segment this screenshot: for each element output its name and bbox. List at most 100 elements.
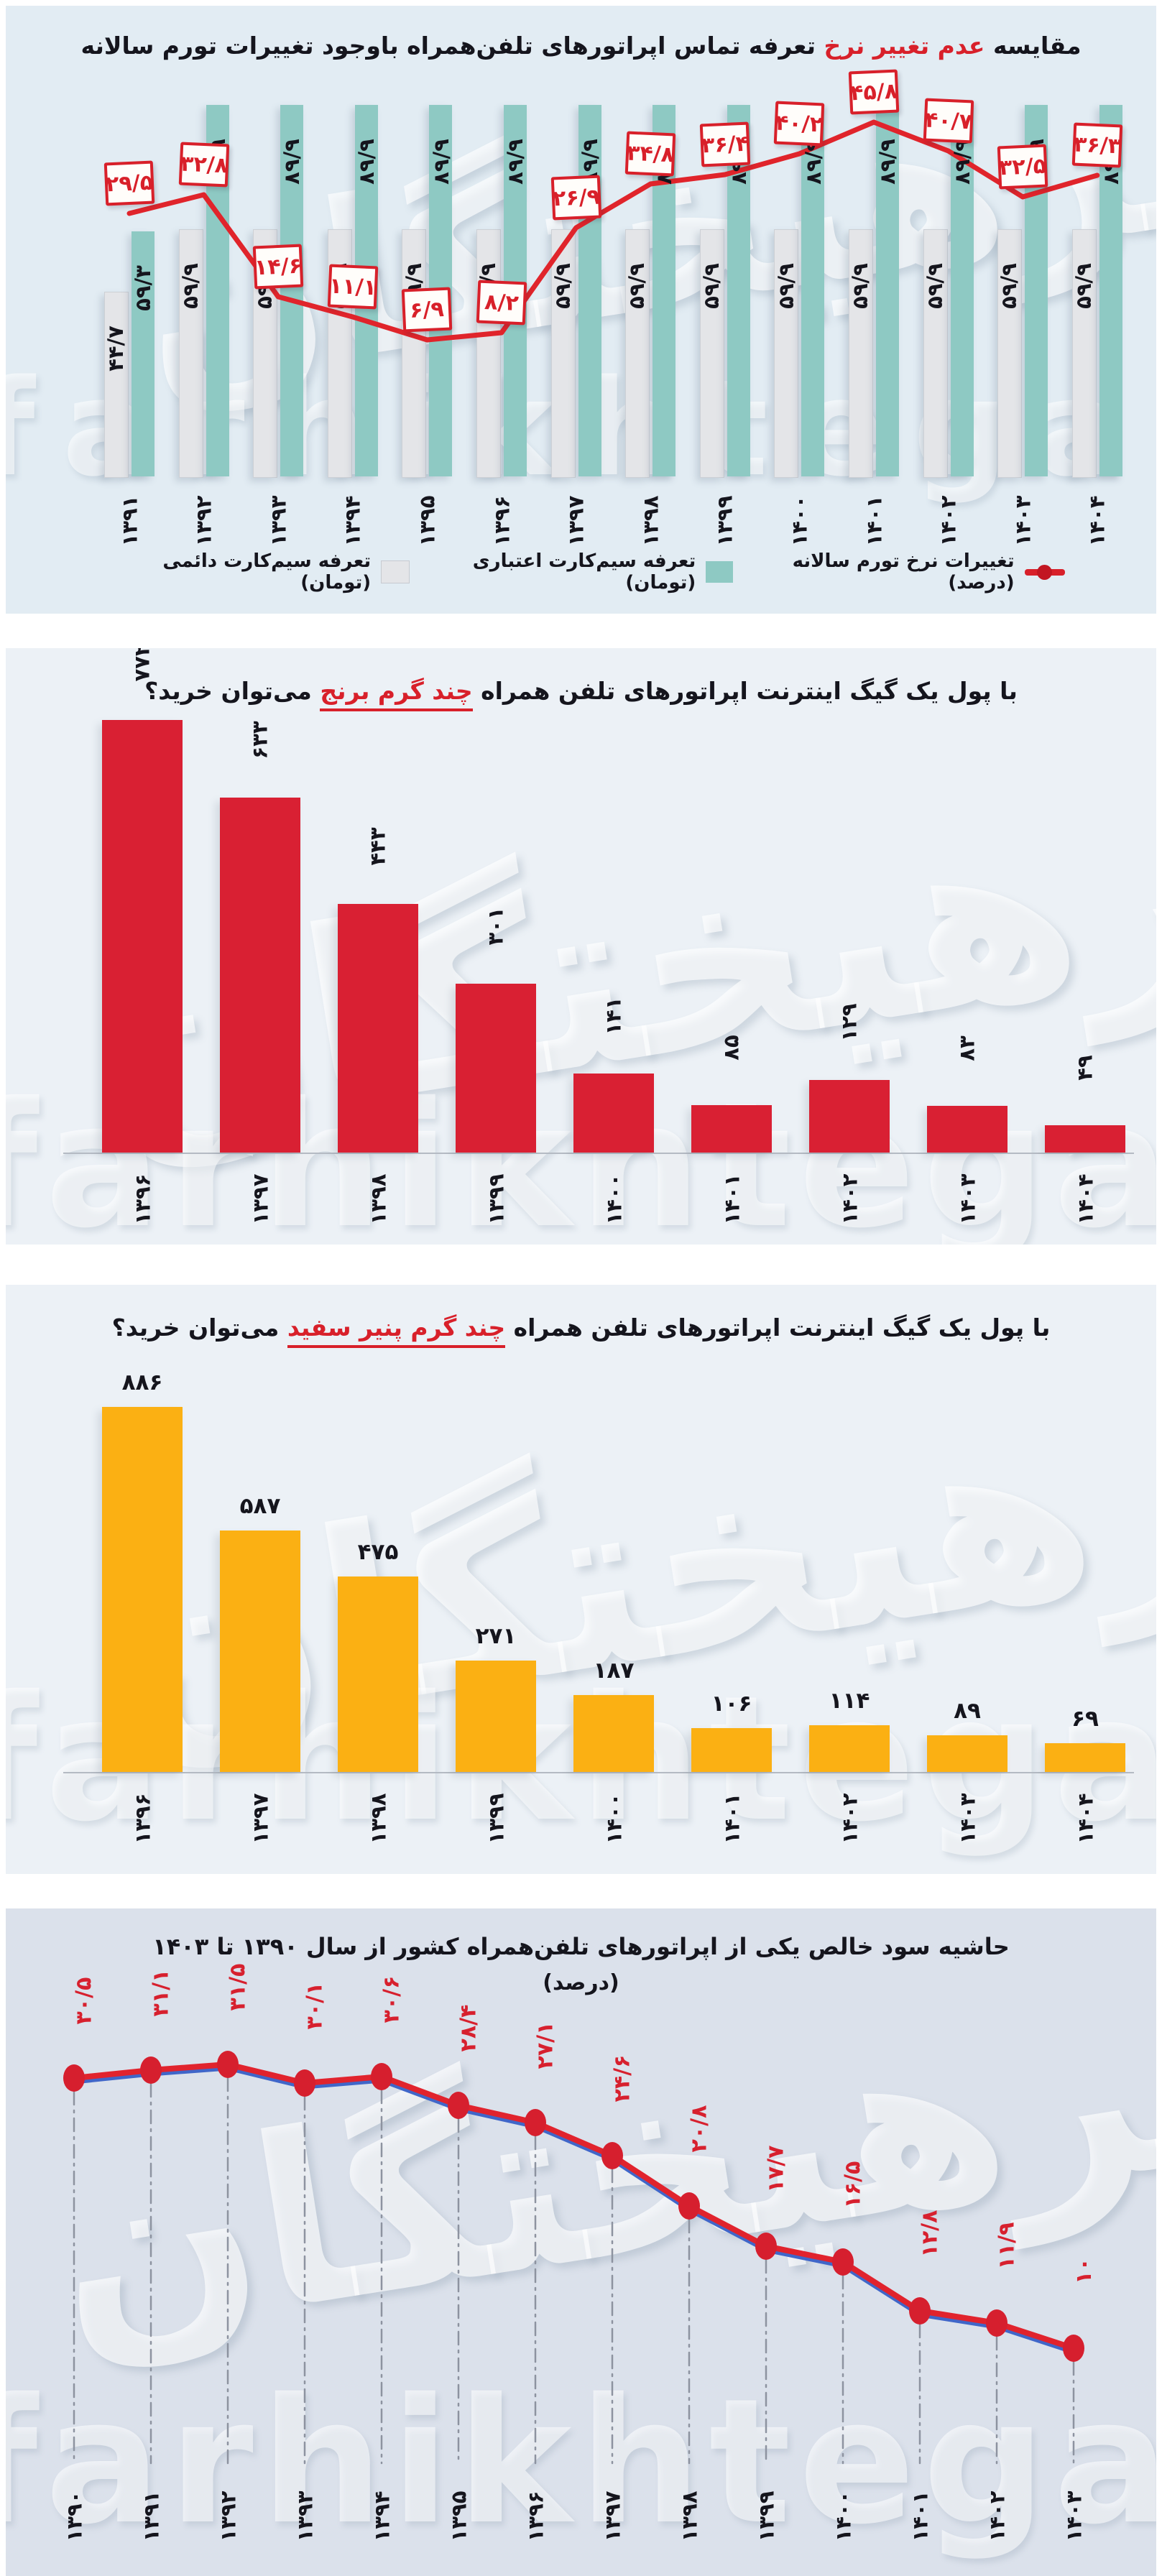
year-label: ۱۳۹۵ xyxy=(430,2475,487,2557)
cheese-chart-panel: فرهیختگان farhikhtegan با پول یک گیگ این… xyxy=(6,1285,1156,1874)
prepaid-sim-bar-value: ۸۹/۹ xyxy=(412,108,469,216)
year-label-text: ۱۴۰۱ xyxy=(719,1173,744,1224)
inflation-value-box: ۳۴/۸ xyxy=(624,131,676,177)
year-label: ۱۳۹۴ xyxy=(324,485,382,557)
inflation-line-marker-dot xyxy=(1036,565,1052,580)
permanent-sim-bar-value-text: ۵۹/۹ xyxy=(177,263,203,309)
year-label: ۱۳۹۸ xyxy=(349,1781,407,1856)
permanent-sim-bar xyxy=(774,229,799,478)
margin-value-label: ۲۴/۶ xyxy=(594,2021,651,2136)
rice-bar xyxy=(456,984,536,1153)
year-label-text: ۱۳۹۶ xyxy=(489,495,514,547)
prepaid-sim-bar-value: ۸۹/۹ xyxy=(487,108,544,216)
permanent-sim-bar-value-text: ۵۹/۹ xyxy=(1071,263,1096,309)
chart1-legend: تغییرات نرخ تورم سالانه (درصد) تعرفه سیم‌… xyxy=(6,550,1156,594)
rice-bar xyxy=(338,904,418,1153)
legend-permanent-label: تعرفه سیم‌کارت دائمی (تومان) xyxy=(162,550,372,594)
data-point-dot xyxy=(986,2309,1007,2337)
tariff-inflation-chart-panel: فرهیختگان farhikhtegan مقایسه عدم تغییر … xyxy=(6,6,1156,614)
year-label-text: ۱۳۹۹ xyxy=(712,495,737,547)
year-label: ۱۴۰۳ xyxy=(939,1161,996,1237)
year-label-text: ۱۴۰۱ xyxy=(719,1793,744,1844)
year-label: ۱۴۰۲ xyxy=(968,2475,1025,2557)
rice-bar xyxy=(102,720,183,1153)
rice-bar-value: ۸۳ xyxy=(939,997,996,1100)
year-label-text: ۱۴۰۲ xyxy=(985,2490,1009,2542)
year-label-text: ۱۳۹۲ xyxy=(191,495,216,547)
year-label: ۱۳۹۵ xyxy=(398,485,456,557)
permanent-sim-bar-value-text: ۵۹/۹ xyxy=(922,263,947,309)
year-label: ۱۳۹۷ xyxy=(584,2475,641,2557)
rice-bar-value-text: ۸۵ xyxy=(719,1035,744,1061)
permanent-sim-bar xyxy=(849,229,873,478)
chart3-plot: ۸۸۶ ۱۳۹۶ ۵۸۷ ۱۳۹۷ ۴۷۵ ۱۳۹۸ ۲۷۱ ۱۳۹۹ ۱۸۷ ۱۴۰۰ ۱۰۶ ۱۴… xyxy=(6,1285,1156,1874)
prepaid-sim-bar xyxy=(132,231,155,476)
year-label: ۱۳۹۳ xyxy=(276,2475,333,2557)
year-label: ۱۴۰۱ xyxy=(703,1161,760,1237)
year-label-text: ۱۳۹۵ xyxy=(415,495,440,547)
permanent-sim-bar-value: ۵۹/۹ xyxy=(906,232,964,340)
year-label-text: ۱۴۰۲ xyxy=(837,1793,862,1844)
year-label: ۱۳۹۴ xyxy=(353,2475,410,2557)
data-point-dot xyxy=(217,2051,239,2078)
year-label: ۱۳۹۶ xyxy=(473,485,530,557)
permanent-sim-bar-value-text: ۵۹/۹ xyxy=(773,263,798,309)
legend-inflation: تغییرات نرخ تورم سالانه (درصد) xyxy=(733,550,1065,594)
cheese-bar xyxy=(927,1735,1007,1772)
prepaid-sim-bar-value: ۸۹/۹ xyxy=(338,108,395,216)
chart2-title-post: می‌توان خرید؟ xyxy=(144,677,321,705)
permanent-sim-bar-value: ۵۹/۹ xyxy=(534,232,591,340)
rice-bar-value-text: ۸۳ xyxy=(955,1035,979,1061)
year-label-text: ۱۳۹۸ xyxy=(366,1793,390,1844)
permanent-sim-bar xyxy=(476,229,501,478)
year-label: ۱۳۹۱ xyxy=(122,2475,180,2557)
margin-value-label-text: ۲۰/۸ xyxy=(686,2105,712,2152)
inflation-value-box: ۴۰/۲ xyxy=(774,101,825,147)
permanent-sim-bar-value: ۵۹/۹ xyxy=(1055,232,1112,340)
year-label: ۱۳۹۱ xyxy=(101,485,158,557)
rice-bar-value-text: ۱۴۱ xyxy=(601,997,626,1035)
cheese-bar-value: ۸۸۶ xyxy=(121,1370,163,1395)
year-label: ۱۴۰۱ xyxy=(891,2475,949,2557)
year-label: ۱۴۰۰ xyxy=(770,485,828,557)
chart1-title-post: تعرفه تماس اپراتورهای تلفن‌همراه باوجود … xyxy=(80,32,824,60)
permanent-sim-bar xyxy=(104,292,129,478)
prepaid-sim-bar-value-text: ۸۹/۹ xyxy=(428,139,453,185)
year-label: ۱۳۹۹ xyxy=(467,1161,525,1237)
rice-bar-value-text: ۳۰۱ xyxy=(483,907,508,946)
year-label-text: ۱۴۰۲ xyxy=(936,495,961,547)
rice-bar xyxy=(220,798,300,1153)
rice-bar xyxy=(573,1074,654,1153)
data-point-dot xyxy=(63,2064,85,2092)
margin-value-label-text: ۲۷/۱ xyxy=(532,2021,558,2069)
chart4-title-unit: (درصد) xyxy=(543,1970,619,1995)
rice-bar-value: ۴۴۳ xyxy=(349,795,407,898)
rice-bar-value: ۳۰۱ xyxy=(467,874,525,978)
year-label-text: ۱۳۹۱ xyxy=(117,495,142,547)
permanent-sim-bar-value: ۵۹/۹ xyxy=(608,232,665,340)
cheese-bar xyxy=(456,1661,536,1772)
year-label: ۱۴۰۴ xyxy=(1056,1781,1114,1856)
year-label-text: ۱۴۰۰ xyxy=(787,495,812,547)
year-label-text: ۱۴۰۴ xyxy=(1073,1173,1097,1224)
margin-value-label: ۱۱/۹ xyxy=(978,2188,1036,2303)
margin-value-label-text: ۱۲/۸ xyxy=(917,2210,943,2257)
year-label-text: ۱۳۹۶ xyxy=(523,2490,548,2542)
year-label-text: ۱۴۰۰ xyxy=(601,1173,626,1224)
x-axis-line xyxy=(63,1772,1134,1773)
rice-bar xyxy=(1045,1125,1125,1153)
chart3-title-highlight: چند گرم پنیر سفید xyxy=(287,1314,506,1348)
data-point-dot xyxy=(755,2233,777,2260)
year-label-text: ۱۳۹۹ xyxy=(754,2490,778,2542)
year-label: ۱۳۹۳ xyxy=(249,485,307,557)
year-label-text: ۱۳۹۳ xyxy=(292,2490,317,2542)
inflation-value-box: ۳۲/۵ xyxy=(997,144,1048,190)
inflation-value-box: ۳۶/۴ xyxy=(699,121,751,167)
chart2-title: با پول یک گیگ اینترنت اپراتورهای تلفن هم… xyxy=(6,677,1156,711)
chart3-title-pre: با پول یک گیگ اینترنت اپراتورهای تلفن هم… xyxy=(505,1314,1051,1342)
inflation-line-marker xyxy=(1024,564,1065,580)
cheese-bar xyxy=(338,1576,418,1772)
margin-value-label: ۲۷/۱ xyxy=(517,1988,574,2102)
year-label-text: ۱۳۹۰ xyxy=(62,2490,86,2542)
